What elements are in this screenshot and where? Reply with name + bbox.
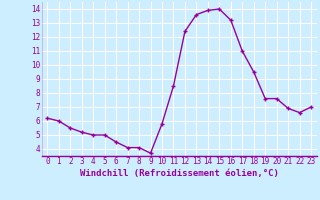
X-axis label: Windchill (Refroidissement éolien,°C): Windchill (Refroidissement éolien,°C) [80, 169, 279, 178]
